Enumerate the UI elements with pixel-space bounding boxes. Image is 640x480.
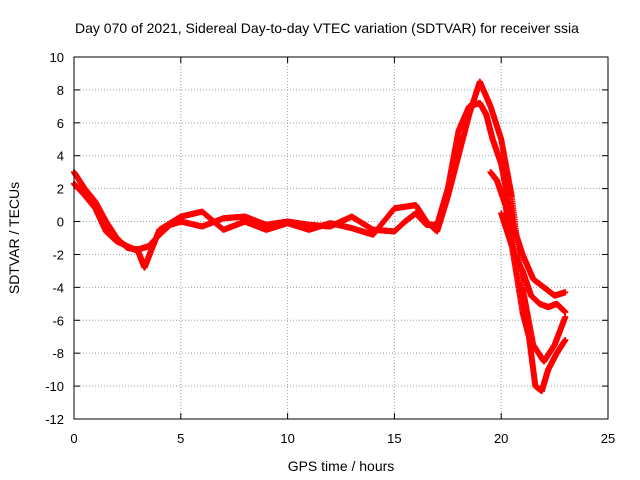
x-axis-label: GPS time / hours (288, 458, 395, 474)
x-tick-labels: 0 5 10 15 20 25 (70, 431, 615, 446)
plot-frame (73, 56, 609, 420)
x-tick-label: 0 (70, 431, 77, 446)
y-tick-label: -8 (52, 346, 64, 361)
y-tick-label: 6 (57, 116, 64, 131)
x-tick-label: 5 (177, 431, 184, 446)
y-tick-label: -6 (52, 313, 64, 328)
series-track-4 (498, 210, 569, 395)
data-point (562, 337, 569, 344)
y-tick-label: -12 (45, 412, 64, 427)
y-tick-labels: -12 -10 -8 -6 -4 -2 0 2 4 6 8 10 (45, 50, 64, 427)
y-tick-label: -2 (52, 247, 64, 262)
series-track-2 (71, 78, 569, 365)
y-tick-label: 4 (57, 149, 64, 164)
y-tick-label: 2 (57, 182, 64, 197)
y-tick-label: 8 (57, 83, 64, 98)
y-tick-label: -10 (45, 379, 64, 394)
data-point (562, 309, 569, 316)
series-track-3 (487, 169, 569, 316)
y-tick-label: 10 (50, 50, 64, 65)
data-points (71, 78, 569, 395)
x-tick-label: 20 (494, 431, 508, 446)
x-tick-label: 15 (387, 431, 401, 446)
x-tick-label: 25 (601, 431, 615, 446)
y-tick-label: -4 (52, 280, 64, 295)
x-tick-label: 10 (280, 431, 294, 446)
y-tick-label: 0 (57, 215, 64, 230)
data-point (562, 289, 569, 296)
y-axis-label: SDTVAR / TECUs (6, 182, 22, 294)
chart-title: Day 070 of 2021, Sidereal Day-to-day VTE… (75, 20, 579, 36)
